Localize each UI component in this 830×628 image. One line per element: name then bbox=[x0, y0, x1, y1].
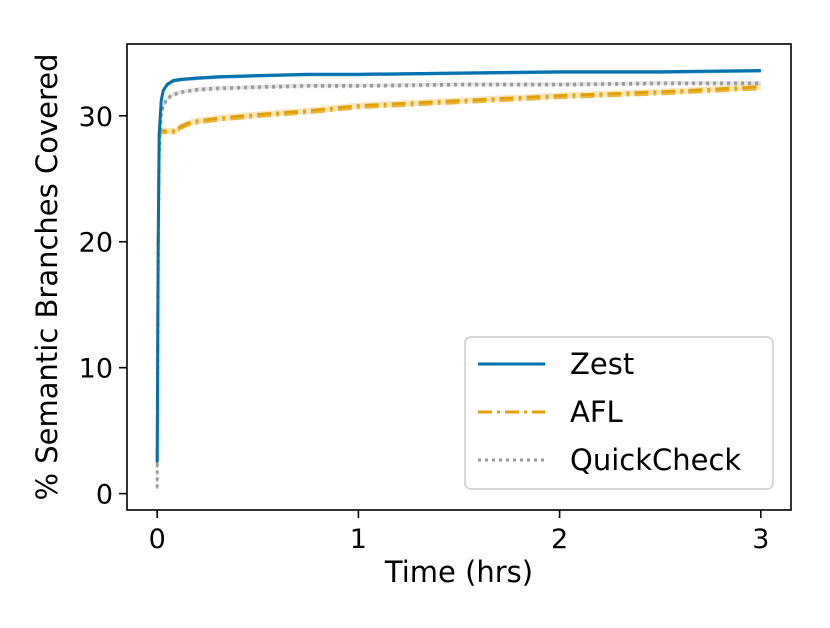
legend-label-zest: Zest bbox=[570, 347, 634, 381]
x-tick-label: 3 bbox=[752, 524, 769, 555]
x-axis-label: Time (hrs) bbox=[384, 555, 533, 589]
series-lines bbox=[155, 68, 761, 489]
y-tick-label: 30 bbox=[79, 102, 113, 133]
legend-label-afl: AFL bbox=[570, 395, 623, 429]
legend-box bbox=[464, 336, 774, 490]
y-tick-label: 20 bbox=[79, 228, 113, 259]
x-tick-label: 1 bbox=[350, 524, 367, 555]
y-tick-label: 10 bbox=[79, 354, 113, 385]
series-line-secondary-zest bbox=[156, 70, 761, 464]
y-tick-label: 0 bbox=[96, 480, 113, 511]
x-tick-label: 0 bbox=[149, 524, 166, 555]
y-axis-ticks: 0 10 20 30 bbox=[79, 102, 127, 511]
y-axis-label: % Semantic Branches Covered bbox=[30, 53, 64, 500]
legend-label-quickcheck: QuickCheck bbox=[570, 443, 741, 477]
legend: Zest AFL QuickCheck bbox=[464, 336, 774, 490]
x-tick-label: 2 bbox=[551, 524, 568, 555]
plot-frame bbox=[126, 43, 792, 511]
x-axis-ticks: 0 1 2 3 bbox=[149, 510, 769, 555]
